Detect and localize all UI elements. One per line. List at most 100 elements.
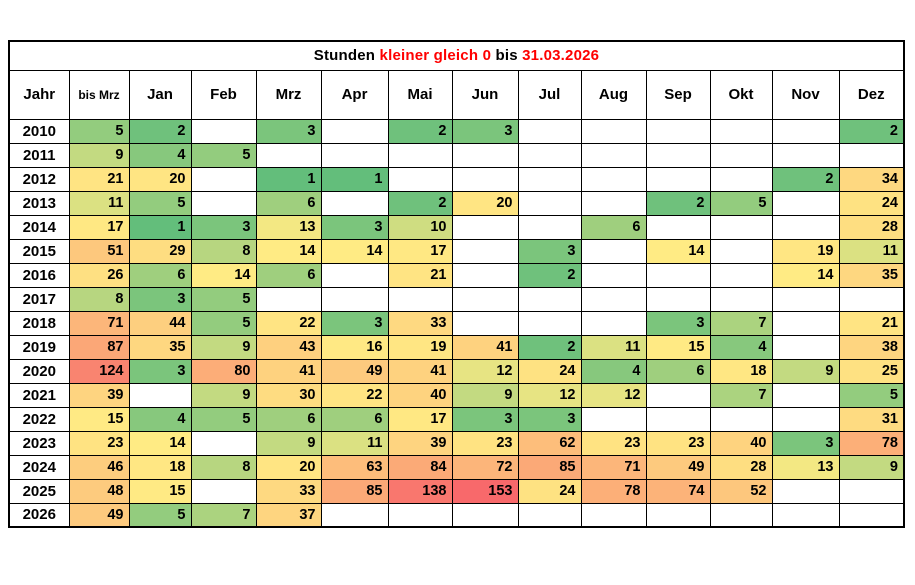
value-cell-2017-mrz: [255, 286, 322, 312]
value-cell-2017-feb: 5: [190, 286, 257, 312]
value-cell-2010-apr: [320, 118, 389, 144]
value-cell-2025-mrz: 33: [255, 478, 322, 504]
value-cell-2019-apr: 16: [320, 334, 389, 360]
value-cell-2025-bis-mrz: 48: [68, 478, 130, 504]
table-title: Stunden kleiner gleich 0 bis 31.03.2026: [8, 40, 905, 71]
value-cell-2018-nov: [771, 310, 840, 336]
value-cell-2014-jun: [451, 214, 519, 240]
value-cell-2018-mrz: 22: [255, 310, 322, 336]
value-cell-2025-apr: 85: [320, 478, 389, 504]
table-row-2014: 2014 17 1 3 13 3 10 6 28: [8, 214, 905, 240]
value-cell-2012-mai: [387, 166, 453, 192]
value-cell-2023-nov: 3: [771, 430, 840, 456]
value-cell-2024-sep: 49: [645, 454, 711, 480]
value-cell-2010-mrz: 3: [255, 118, 322, 144]
table-row-2026: 2026 49 5 7 37: [8, 502, 905, 528]
column-header-jan: Jan: [128, 69, 192, 120]
value-cell-2026-sep: [645, 502, 711, 528]
column-header-sep: Sep: [645, 69, 711, 120]
value-cell-2016-mrz: 6: [255, 262, 322, 288]
value-cell-2024-jul: 85: [517, 454, 582, 480]
value-cell-2024-aug: 71: [580, 454, 647, 480]
year-cell: 2023: [8, 430, 70, 456]
value-cell-2022-jan: 4: [128, 406, 192, 432]
title-row: Stunden kleiner gleich 0 bis 31.03.2026: [8, 40, 905, 71]
value-cell-2013-jan: 5: [128, 190, 192, 216]
value-cell-2020-jun: 12: [451, 358, 519, 384]
value-cell-2016-okt: [709, 262, 773, 288]
value-cell-2015-dez: 11: [838, 238, 905, 264]
year-cell: 2015: [8, 238, 70, 264]
value-cell-2014-mrz: 13: [255, 214, 322, 240]
table-row-2024: 2024 46 18 8 20 63 84 72 85 71 49 28 13 9: [8, 454, 905, 480]
value-cell-2025-jun: 153: [451, 478, 519, 504]
value-cell-2026-jun: [451, 502, 519, 528]
value-cell-2020-okt: 18: [709, 358, 773, 384]
value-cell-2026-nov: [771, 502, 840, 528]
value-cell-2011-okt: [709, 142, 773, 168]
column-header-mai: Mai: [387, 69, 453, 120]
value-cell-2020-bis-mrz: 124: [68, 358, 130, 384]
table-row-2020: 2020 124 3 80 41 49 41 12 24 4 6 18 9 25: [8, 358, 905, 384]
value-cell-2012-jan: 20: [128, 166, 192, 192]
value-cell-2014-dez: 28: [838, 214, 905, 240]
column-header-feb: Feb: [190, 69, 257, 120]
value-cell-2019-feb: 9: [190, 334, 257, 360]
value-cell-2012-jul: [517, 166, 582, 192]
value-cell-2025-nov: [771, 478, 840, 504]
year-cell: 2025: [8, 478, 70, 504]
value-cell-2012-nov: 2: [771, 166, 840, 192]
value-cell-2025-aug: 78: [580, 478, 647, 504]
value-cell-2010-mai: 2: [387, 118, 453, 144]
value-cell-2016-apr: [320, 262, 389, 288]
value-cell-2026-okt: [709, 502, 773, 528]
value-cell-2017-mai: [387, 286, 453, 312]
value-cell-2021-feb: 9: [190, 382, 257, 408]
year-cell: 2012: [8, 166, 70, 192]
value-cell-2010-okt: [709, 118, 773, 144]
value-cell-2011-jul: [517, 142, 582, 168]
value-cell-2021-jun: 9: [451, 382, 519, 408]
table-row-2021: 2021 39 9 30 22 40 9 12 12 7 5: [8, 382, 905, 408]
value-cell-2015-feb: 8: [190, 238, 257, 264]
value-cell-2011-jun: [451, 142, 519, 168]
value-cell-2020-apr: 49: [320, 358, 389, 384]
value-cell-2011-sep: [645, 142, 711, 168]
value-cell-2024-nov: 13: [771, 454, 840, 480]
value-cell-2015-jan: 29: [128, 238, 192, 264]
value-cell-2020-dez: 25: [838, 358, 905, 384]
value-cell-2019-sep: 15: [645, 334, 711, 360]
value-cell-2019-okt: 4: [709, 334, 773, 360]
value-cell-2011-nov: [771, 142, 840, 168]
value-cell-2021-jan: [128, 382, 192, 408]
year-cell: 2022: [8, 406, 70, 432]
year-cell: 2011: [8, 142, 70, 168]
value-cell-2025-sep: 74: [645, 478, 711, 504]
value-cell-2026-jul: [517, 502, 582, 528]
value-cell-2019-jun: 41: [451, 334, 519, 360]
title-segment-3: 31.03.2026: [522, 47, 600, 65]
value-cell-2023-jul: 62: [517, 430, 582, 456]
value-cell-2025-okt: 52: [709, 478, 773, 504]
value-cell-2016-jul: 2: [517, 262, 582, 288]
year-cell: 2026: [8, 502, 70, 528]
value-cell-2023-feb: [190, 430, 257, 456]
value-cell-2019-aug: 11: [580, 334, 647, 360]
value-cell-2021-mai: 40: [387, 382, 453, 408]
value-cell-2010-jan: 2: [128, 118, 192, 144]
value-cell-2018-dez: 21: [838, 310, 905, 336]
value-cell-2011-mrz: [255, 142, 322, 168]
column-header-jun: Jun: [451, 69, 519, 120]
value-cell-2023-okt: 40: [709, 430, 773, 456]
value-cell-2024-feb: 8: [190, 454, 257, 480]
value-cell-2012-mrz: 1: [255, 166, 322, 192]
value-cell-2023-sep: 23: [645, 430, 711, 456]
value-cell-2021-aug: 12: [580, 382, 647, 408]
value-cell-2023-mai: 39: [387, 430, 453, 456]
value-cell-2018-jul: [517, 310, 582, 336]
value-cell-2021-okt: 7: [709, 382, 773, 408]
value-cell-2025-dez: [838, 478, 905, 504]
value-cell-2020-mai: 41: [387, 358, 453, 384]
value-cell-2019-nov: [771, 334, 840, 360]
value-cell-2016-aug: [580, 262, 647, 288]
